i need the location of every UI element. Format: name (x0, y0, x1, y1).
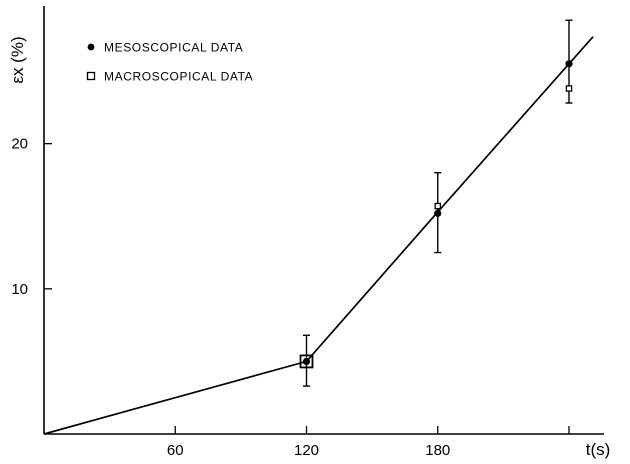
x-tick-label-120: 120 (294, 442, 319, 459)
legend-label-meso: MESOSCOPICAL DATA (104, 41, 243, 55)
x-tick-label-60: 60 (167, 442, 184, 459)
fit-line (43, 36, 594, 435)
macro-point (434, 202, 441, 210)
macro-point (565, 85, 573, 92)
legend-marker-macro (86, 71, 96, 81)
legend: MESOSCOPICAL DATA MACROSCOPICAL DATA (86, 41, 253, 84)
line-layer (43, 36, 594, 435)
axes: 60 120 180 10 20 t(s) εx (%) (8, 6, 610, 459)
meso-point (434, 209, 442, 217)
y-tick-label-10: 10 (11, 281, 28, 298)
marks-layer (299, 19, 573, 387)
legend-label-macro: MACROSCOPICAL DATA (104, 70, 253, 84)
x-tick-label-180: 180 (425, 442, 450, 459)
x-axis-title: t(s) (586, 440, 611, 459)
macro-point (299, 354, 314, 369)
legend-marker-meso (87, 43, 95, 51)
meso-point (302, 357, 311, 366)
y-axis-title: εx (%) (8, 36, 27, 83)
y-tick-label-20: 20 (11, 136, 28, 153)
meso-point (565, 60, 573, 68)
